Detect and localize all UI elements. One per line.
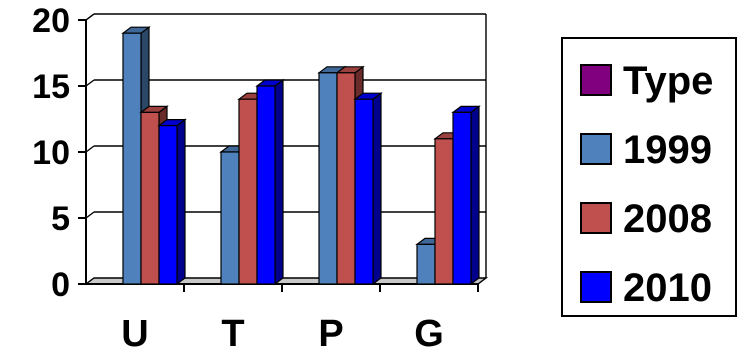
x-category-label: T — [221, 313, 244, 353]
bar-front — [416, 243, 436, 285]
bar-front — [354, 98, 374, 285]
bar — [255, 78, 285, 286]
bar-front — [238, 98, 258, 285]
bar-front — [220, 151, 240, 285]
bar-side — [372, 91, 382, 286]
bar-front — [452, 111, 472, 285]
bar — [157, 118, 187, 286]
x-category-label: G — [414, 313, 444, 353]
gridline-side — [85, 79, 95, 87]
legend: Type 1999 2008 2010 — [561, 37, 737, 317]
bar-front — [158, 124, 178, 285]
x-category-label: U — [121, 313, 148, 353]
y-tick-labels: 0 5 10 15 20 — [32, 2, 70, 304]
bar-front — [140, 111, 160, 285]
bar-side — [176, 118, 186, 286]
bar-side — [274, 78, 284, 286]
legend-label: 2008 — [623, 197, 712, 241]
legend-swatch — [580, 64, 612, 96]
bar — [451, 105, 481, 286]
x-category-label: P — [318, 313, 343, 353]
y-tick-label: 0 — [51, 266, 70, 304]
legend-swatch — [580, 202, 612, 234]
y-tick-label: 15 — [32, 68, 70, 106]
gridline-side — [85, 211, 95, 219]
axes — [78, 13, 489, 292]
y-tick-label: 20 — [32, 2, 70, 40]
bar-front — [122, 32, 142, 285]
legend-label: Type — [623, 59, 713, 103]
bar-front — [336, 72, 356, 285]
legend-label: 2010 — [623, 266, 712, 310]
y-tick-label: 5 — [51, 200, 70, 238]
bar-front — [318, 72, 338, 285]
legend-swatch — [580, 271, 612, 303]
bars — [121, 26, 481, 286]
bar-front — [434, 138, 454, 285]
bar-front — [256, 85, 276, 285]
y-tick-label: 10 — [32, 134, 70, 172]
bar — [353, 91, 383, 286]
y-axis-top — [85, 13, 95, 21]
bar-side — [470, 105, 480, 286]
legend-swatch — [580, 133, 612, 165]
gridline-side — [85, 145, 95, 153]
legend-label: 1999 — [623, 128, 712, 172]
